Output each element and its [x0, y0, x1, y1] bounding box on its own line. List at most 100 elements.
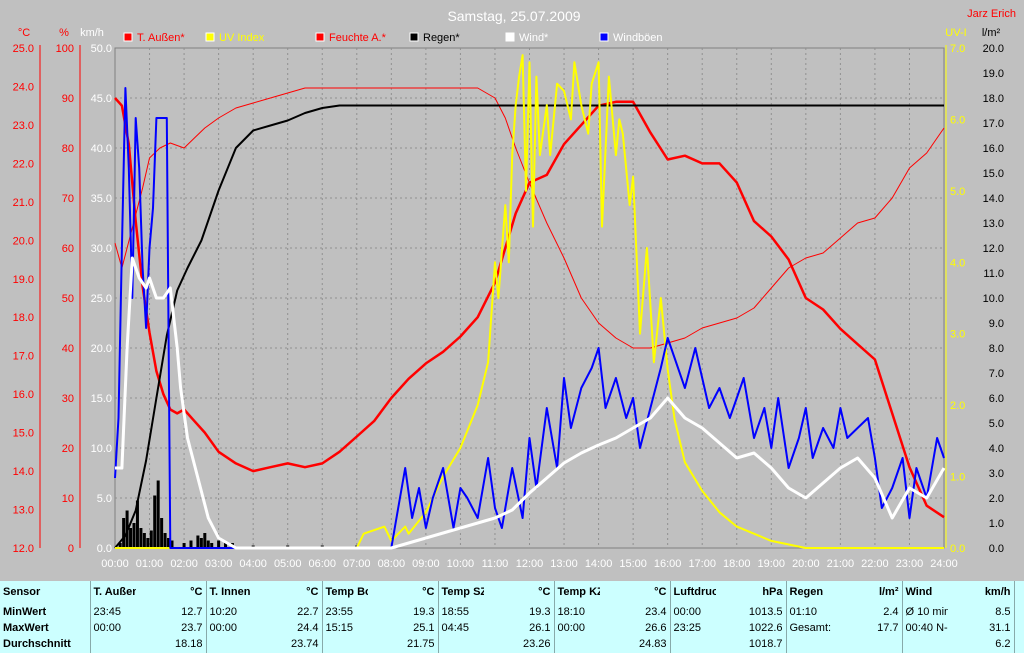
- stats-time-cell: [554, 637, 600, 653]
- rain-tick-label: 1.0: [989, 518, 1004, 530]
- rain-bar: [206, 540, 210, 548]
- rain-tick-label: 5.0: [989, 418, 1004, 430]
- humidity-tick-label: 100: [56, 43, 74, 55]
- temp-tick-label: 21.0: [13, 197, 34, 209]
- rain-bar: [135, 500, 139, 548]
- stats-value-cell: 21.75: [368, 636, 439, 653]
- stats-header-unit: °C: [368, 581, 439, 605]
- stats-time-cell: 00:00: [209, 622, 238, 635]
- wind-tick-label: 50.0: [91, 43, 112, 55]
- rain-bar: [217, 540, 221, 548]
- stats-header-cell: T. Innen: [209, 586, 251, 599]
- stats-row: Durchschnitt 18.18 23.74 21.75 23.26 24.83 101…: [0, 636, 1024, 653]
- temp-tick-label: 20.0: [13, 235, 34, 247]
- rain-bar: [170, 540, 174, 548]
- rain-bar: [142, 533, 146, 548]
- x-tick-label: 14:00: [585, 558, 613, 570]
- wind-axis-unit: km/h: [80, 27, 104, 39]
- stats-value-cell: 6.2: [948, 636, 1015, 653]
- uv-tick-label: 3.0: [950, 329, 965, 341]
- humidity-tick-label: 20: [62, 443, 74, 455]
- stats-row-label: MaxWert: [0, 620, 91, 637]
- x-tick-label: 19:00: [758, 558, 786, 570]
- uv-tick-label: 7.0: [950, 43, 965, 55]
- stats-header-unit: °C: [484, 581, 555, 605]
- stats-time-cell: 04:45: [441, 622, 470, 635]
- legend-label: Wind*: [519, 32, 549, 44]
- x-tick-label: 10:00: [447, 558, 475, 570]
- stats-value-cell: 17.7: [832, 620, 903, 637]
- humidity-tick-label: 60: [62, 243, 74, 255]
- rain-bar: [160, 518, 164, 548]
- rain-bar: [149, 530, 153, 548]
- series-line: [114, 97, 945, 519]
- axis-ticks: 12.0 13.0 14.0 15.0 16.0 17.0 18.0 19.0 20.0 21.0…: [13, 43, 1004, 570]
- legend-label: Windböen: [613, 32, 663, 44]
- temp-tick-label: 18.0: [13, 312, 34, 324]
- x-tick-label: 12:00: [516, 558, 544, 570]
- rain-bar: [163, 533, 167, 548]
- series-line: [114, 87, 945, 549]
- stats-row-label: Durchschnitt: [0, 636, 91, 653]
- stats-header-cell: Luftdruck: [673, 586, 717, 599]
- stats-header-cell: Sensor: [0, 581, 91, 605]
- rain-tick-label: 3.0: [989, 468, 1004, 480]
- stats-header-cell: T. Außen: [93, 586, 137, 599]
- humidity-tick-label: 40: [62, 343, 74, 355]
- x-tick-label: 00:00: [101, 558, 129, 570]
- rain-bar: [129, 528, 133, 548]
- stats-time-cell: [206, 637, 252, 653]
- legend-swatch: [599, 32, 609, 42]
- stats-time-cell: 18:10: [557, 606, 586, 619]
- rain-tick-label: 9.0: [989, 318, 1004, 330]
- legend-label: Feuchte A.*: [329, 32, 387, 44]
- humidity-tick-label: 50: [62, 293, 74, 305]
- stats-time-cell: 01:10: [789, 606, 818, 619]
- humidity-tick-label: 0: [68, 543, 74, 555]
- rain-tick-label: 16.0: [983, 143, 1004, 155]
- rain-bar: [132, 523, 136, 548]
- stats-time-cell: 00:00: [673, 606, 702, 619]
- stats-time-cell: [902, 637, 948, 653]
- x-tick-label: 16:00: [654, 558, 682, 570]
- humidity-tick-label: 30: [62, 393, 74, 405]
- rain-tick-label: 7.0: [989, 368, 1004, 380]
- wind-tick-label: 25.0: [91, 293, 112, 305]
- x-tick-label: 24:00: [930, 558, 958, 570]
- temp-tick-label: 14.0: [13, 466, 34, 478]
- rain-tick-label: 4.0: [989, 443, 1004, 455]
- legend-swatch: [409, 32, 419, 42]
- stats-header-unit: hPa: [716, 581, 787, 605]
- wind-tick-label: 5.0: [97, 493, 112, 505]
- rain-tick-label: 20.0: [983, 43, 1004, 55]
- stats-value-cell: 25.1: [368, 620, 439, 637]
- x-tick-label: 04:00: [239, 558, 267, 570]
- rain-tick-label: 12.0: [983, 243, 1004, 255]
- rain-tick-label: 8.0: [989, 343, 1004, 355]
- humidity-axis-unit: %: [59, 27, 69, 39]
- wind-tick-label: 30.0: [91, 243, 112, 255]
- rain-tick-label: 10.0: [983, 293, 1004, 305]
- rain-tick-label: 17.0: [983, 118, 1004, 130]
- stats-header-unit: °C: [136, 581, 207, 605]
- stats-value-cell: 2.4: [832, 604, 903, 621]
- stats-time-cell: 00:00: [557, 622, 586, 635]
- x-tick-label: 05:00: [274, 558, 302, 570]
- uv-tick-label: 1.0: [950, 472, 965, 484]
- humidity-tick-label: 10: [62, 493, 74, 505]
- wind-tick-label: 45.0: [91, 93, 112, 105]
- x-tick-label: 01:00: [136, 558, 164, 570]
- stats-row: MinWert 23:45 12.7 10:20 22.7 23:55 19.3 18:55 1…: [0, 604, 1024, 621]
- stats-value-cell: 24.83: [600, 636, 671, 653]
- rain-tick-label: 13.0: [983, 218, 1004, 230]
- x-tick-label: 02:00: [170, 558, 198, 570]
- legend-swatch: [315, 32, 325, 42]
- stats-value-cell: [832, 636, 903, 653]
- stats-value-cell: 24.4: [252, 620, 323, 637]
- stats-header-unit: l/m²: [832, 581, 903, 605]
- wind-tick-label: 35.0: [91, 193, 112, 205]
- x-tick-label: 08:00: [378, 558, 406, 570]
- rain-bar: [189, 540, 193, 548]
